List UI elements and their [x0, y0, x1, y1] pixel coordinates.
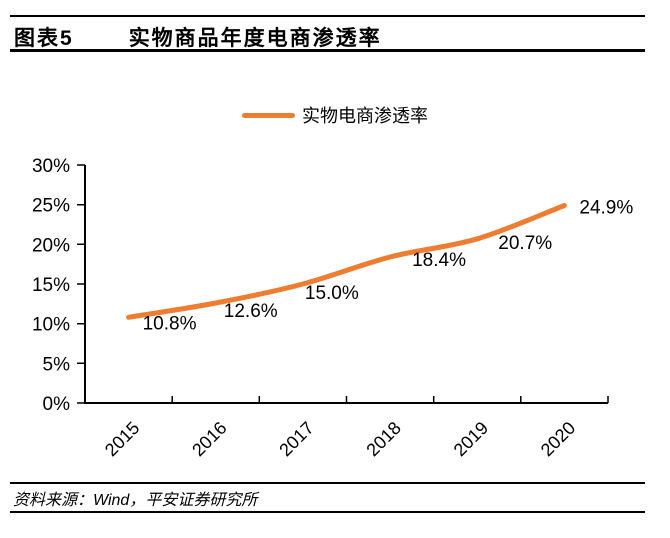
y-tick-label: 20%	[32, 235, 70, 256]
x-tick-label: 2015	[101, 418, 143, 460]
figure-title: 实物商品年度电商渗透率	[128, 27, 382, 50]
data-label: 18.4%	[412, 250, 466, 271]
data-label: 24.9%	[579, 198, 633, 219]
legend-line-swatch	[242, 112, 295, 118]
data-label: 20.7%	[498, 233, 552, 254]
y-tick-label: 30%	[32, 156, 70, 177]
footer-bottom-rule	[10, 511, 645, 513]
data-label: 10.8%	[143, 313, 197, 334]
x-tick-label: 2018	[362, 418, 404, 460]
header-bottom-rule	[10, 49, 645, 52]
y-tick-label: 5%	[43, 354, 71, 375]
figure-number: 图表5	[14, 27, 74, 50]
x-tick-label: 2020	[537, 418, 579, 460]
series-line	[126, 203, 567, 320]
source-note: 资料来源：Wind，平安证券研究所	[13, 492, 258, 509]
figure-title-row: 图表5 实物商品年度电商渗透率	[14, 22, 382, 52]
header-top-rule	[10, 15, 645, 17]
axis-ticks	[77, 164, 609, 404]
footer-top-rule	[10, 482, 645, 484]
x-tick-label: 2016	[188, 418, 230, 460]
y-tick-label: 0%	[43, 394, 71, 415]
y-tick-label: 10%	[32, 315, 70, 336]
chart-legend: 实物电商渗透率	[0, 102, 670, 128]
y-tick-label: 15%	[32, 275, 70, 296]
y-tick-label: 25%	[32, 196, 70, 217]
data-label: 12.6%	[224, 301, 278, 322]
legend-label: 实物电商渗透率	[302, 106, 428, 126]
x-tick-label: 2017	[275, 418, 317, 460]
data-label: 15.0%	[305, 283, 359, 304]
x-tick-label: 2019	[450, 418, 492, 460]
